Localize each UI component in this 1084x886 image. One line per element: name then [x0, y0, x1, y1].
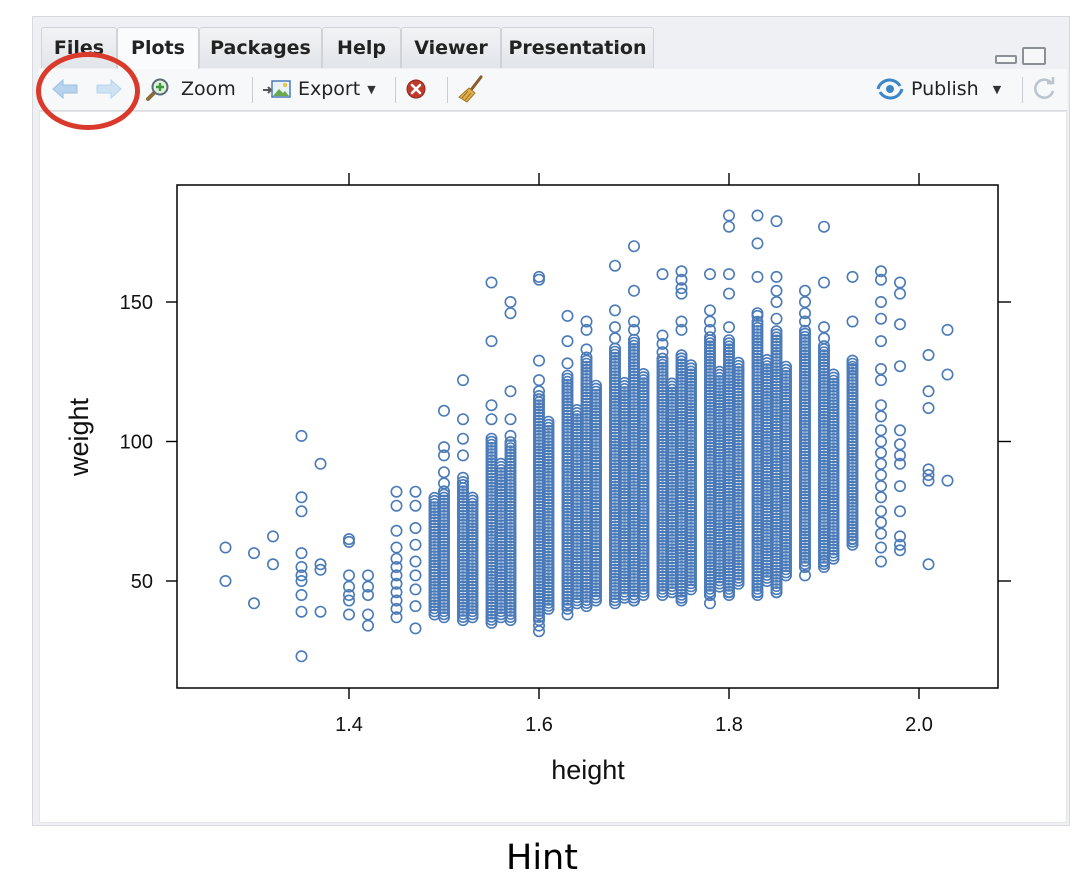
- plots-pane: Files Plots Packages Help Viewer Present…: [32, 16, 1070, 826]
- tab-help[interactable]: Help: [322, 27, 401, 68]
- refresh-icon: [1031, 76, 1057, 102]
- hint-caption: Hint: [506, 838, 578, 878]
- toolbar-separator: [395, 77, 396, 103]
- zoom-button[interactable]: Zoom: [145, 73, 236, 105]
- export-label: Export: [298, 78, 361, 100]
- minimize-pane-icon[interactable]: [995, 55, 1017, 64]
- tab-packages[interactable]: Packages: [199, 27, 322, 68]
- toolbar-separator: [447, 77, 448, 103]
- toolbar-separator: [252, 77, 253, 103]
- refresh-button[interactable]: [1031, 73, 1057, 105]
- maximize-pane-icon[interactable]: [1022, 47, 1046, 65]
- plots-toolbar: Zoom Export ▼ Publish ▼: [39, 69, 1067, 111]
- remove-plot-button[interactable]: [404, 73, 428, 105]
- export-icon: [262, 77, 292, 101]
- export-button[interactable]: Export ▼: [262, 73, 376, 105]
- plot-viewport: [39, 111, 1067, 823]
- publish-label: Publish: [911, 78, 979, 100]
- pane-tab-bar: Files Plots Packages Help Viewer Present…: [39, 27, 1067, 70]
- broom-icon: [457, 75, 485, 103]
- zoom-icon: [145, 76, 171, 102]
- clear-all-plots-button[interactable]: [457, 73, 485, 105]
- tab-presentation[interactable]: Presentation: [501, 27, 654, 68]
- toolbar-separator: [1022, 77, 1023, 103]
- chevron-down-icon: ▼: [992, 82, 1002, 96]
- tab-viewer[interactable]: Viewer: [401, 27, 501, 68]
- remove-plot-icon: [404, 77, 428, 101]
- chevron-down-icon: ▼: [367, 82, 376, 96]
- publish-button[interactable]: Publish ▼: [875, 73, 1001, 105]
- tab-plots[interactable]: Plots: [117, 27, 199, 69]
- annotation-circle: [36, 52, 140, 130]
- zoom-label: Zoom: [181, 78, 236, 100]
- publish-icon: [875, 77, 905, 101]
